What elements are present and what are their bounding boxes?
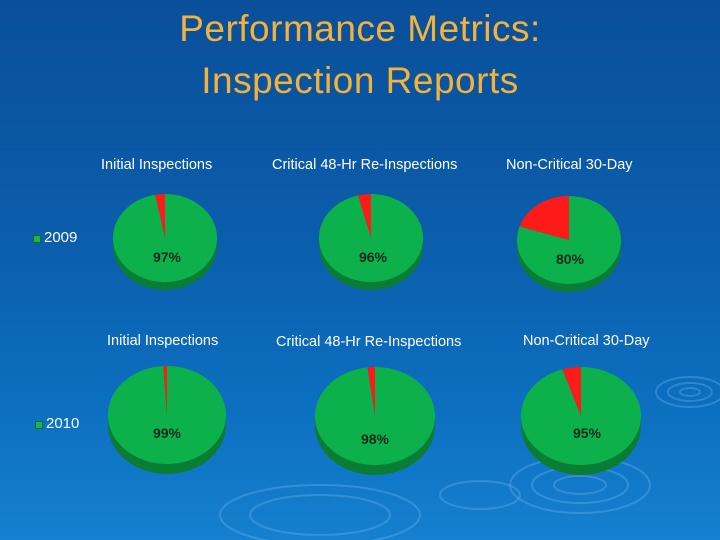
pie-slice-fail-4 [367, 367, 375, 416]
pie-slice-fail-0 [155, 194, 165, 238]
pie-slice-pass-3 [107, 366, 226, 464]
pie-slice-pass-0 [112, 194, 217, 282]
pie-data-label-1: 96% [359, 249, 388, 265]
legend-marker-2010 [35, 421, 43, 429]
pie-slice-pass-5 [521, 367, 642, 465]
pie-slice-fail-3 [163, 366, 167, 415]
pie-title-2009-critical: Critical 48-Hr Re-Inspections [272, 157, 458, 173]
pie-title-2009-noncritical: Non-Critical 30-Day [506, 157, 633, 173]
pie-data-label-2: 80% [556, 251, 585, 267]
pie-data-label-4: 98% [361, 431, 390, 447]
pie-title-2010-initial: Initial Inspections [107, 333, 219, 349]
pie-slice-fail-2 [519, 196, 569, 240]
legend-label-2010: 2010 [46, 415, 80, 432]
pie-slice-fail-5 [562, 367, 581, 416]
pie-title-2010-critical: Critical 48-Hr Re-Inspections [276, 334, 462, 350]
legend-label-2009: 2009 [44, 229, 78, 246]
pie-data-label-5: 95% [573, 425, 602, 441]
legend-marker-2009 [33, 235, 41, 243]
pie-slice-fail-1 [358, 194, 371, 238]
page-title-line1: Performance Metrics: [179, 8, 541, 49]
pie-slice-pass-1 [319, 194, 423, 283]
pie-title-2009-initial: Initial Inspections [101, 157, 213, 173]
pie-slice-pass-4 [315, 367, 436, 465]
pie-title-2010-noncritical: Non-Critical 30-Day [523, 333, 650, 349]
pie-data-label-3: 99% [153, 425, 182, 441]
pie-data-label-0: 97% [153, 249, 182, 265]
page-title-line2: Inspection Reports [201, 60, 519, 101]
